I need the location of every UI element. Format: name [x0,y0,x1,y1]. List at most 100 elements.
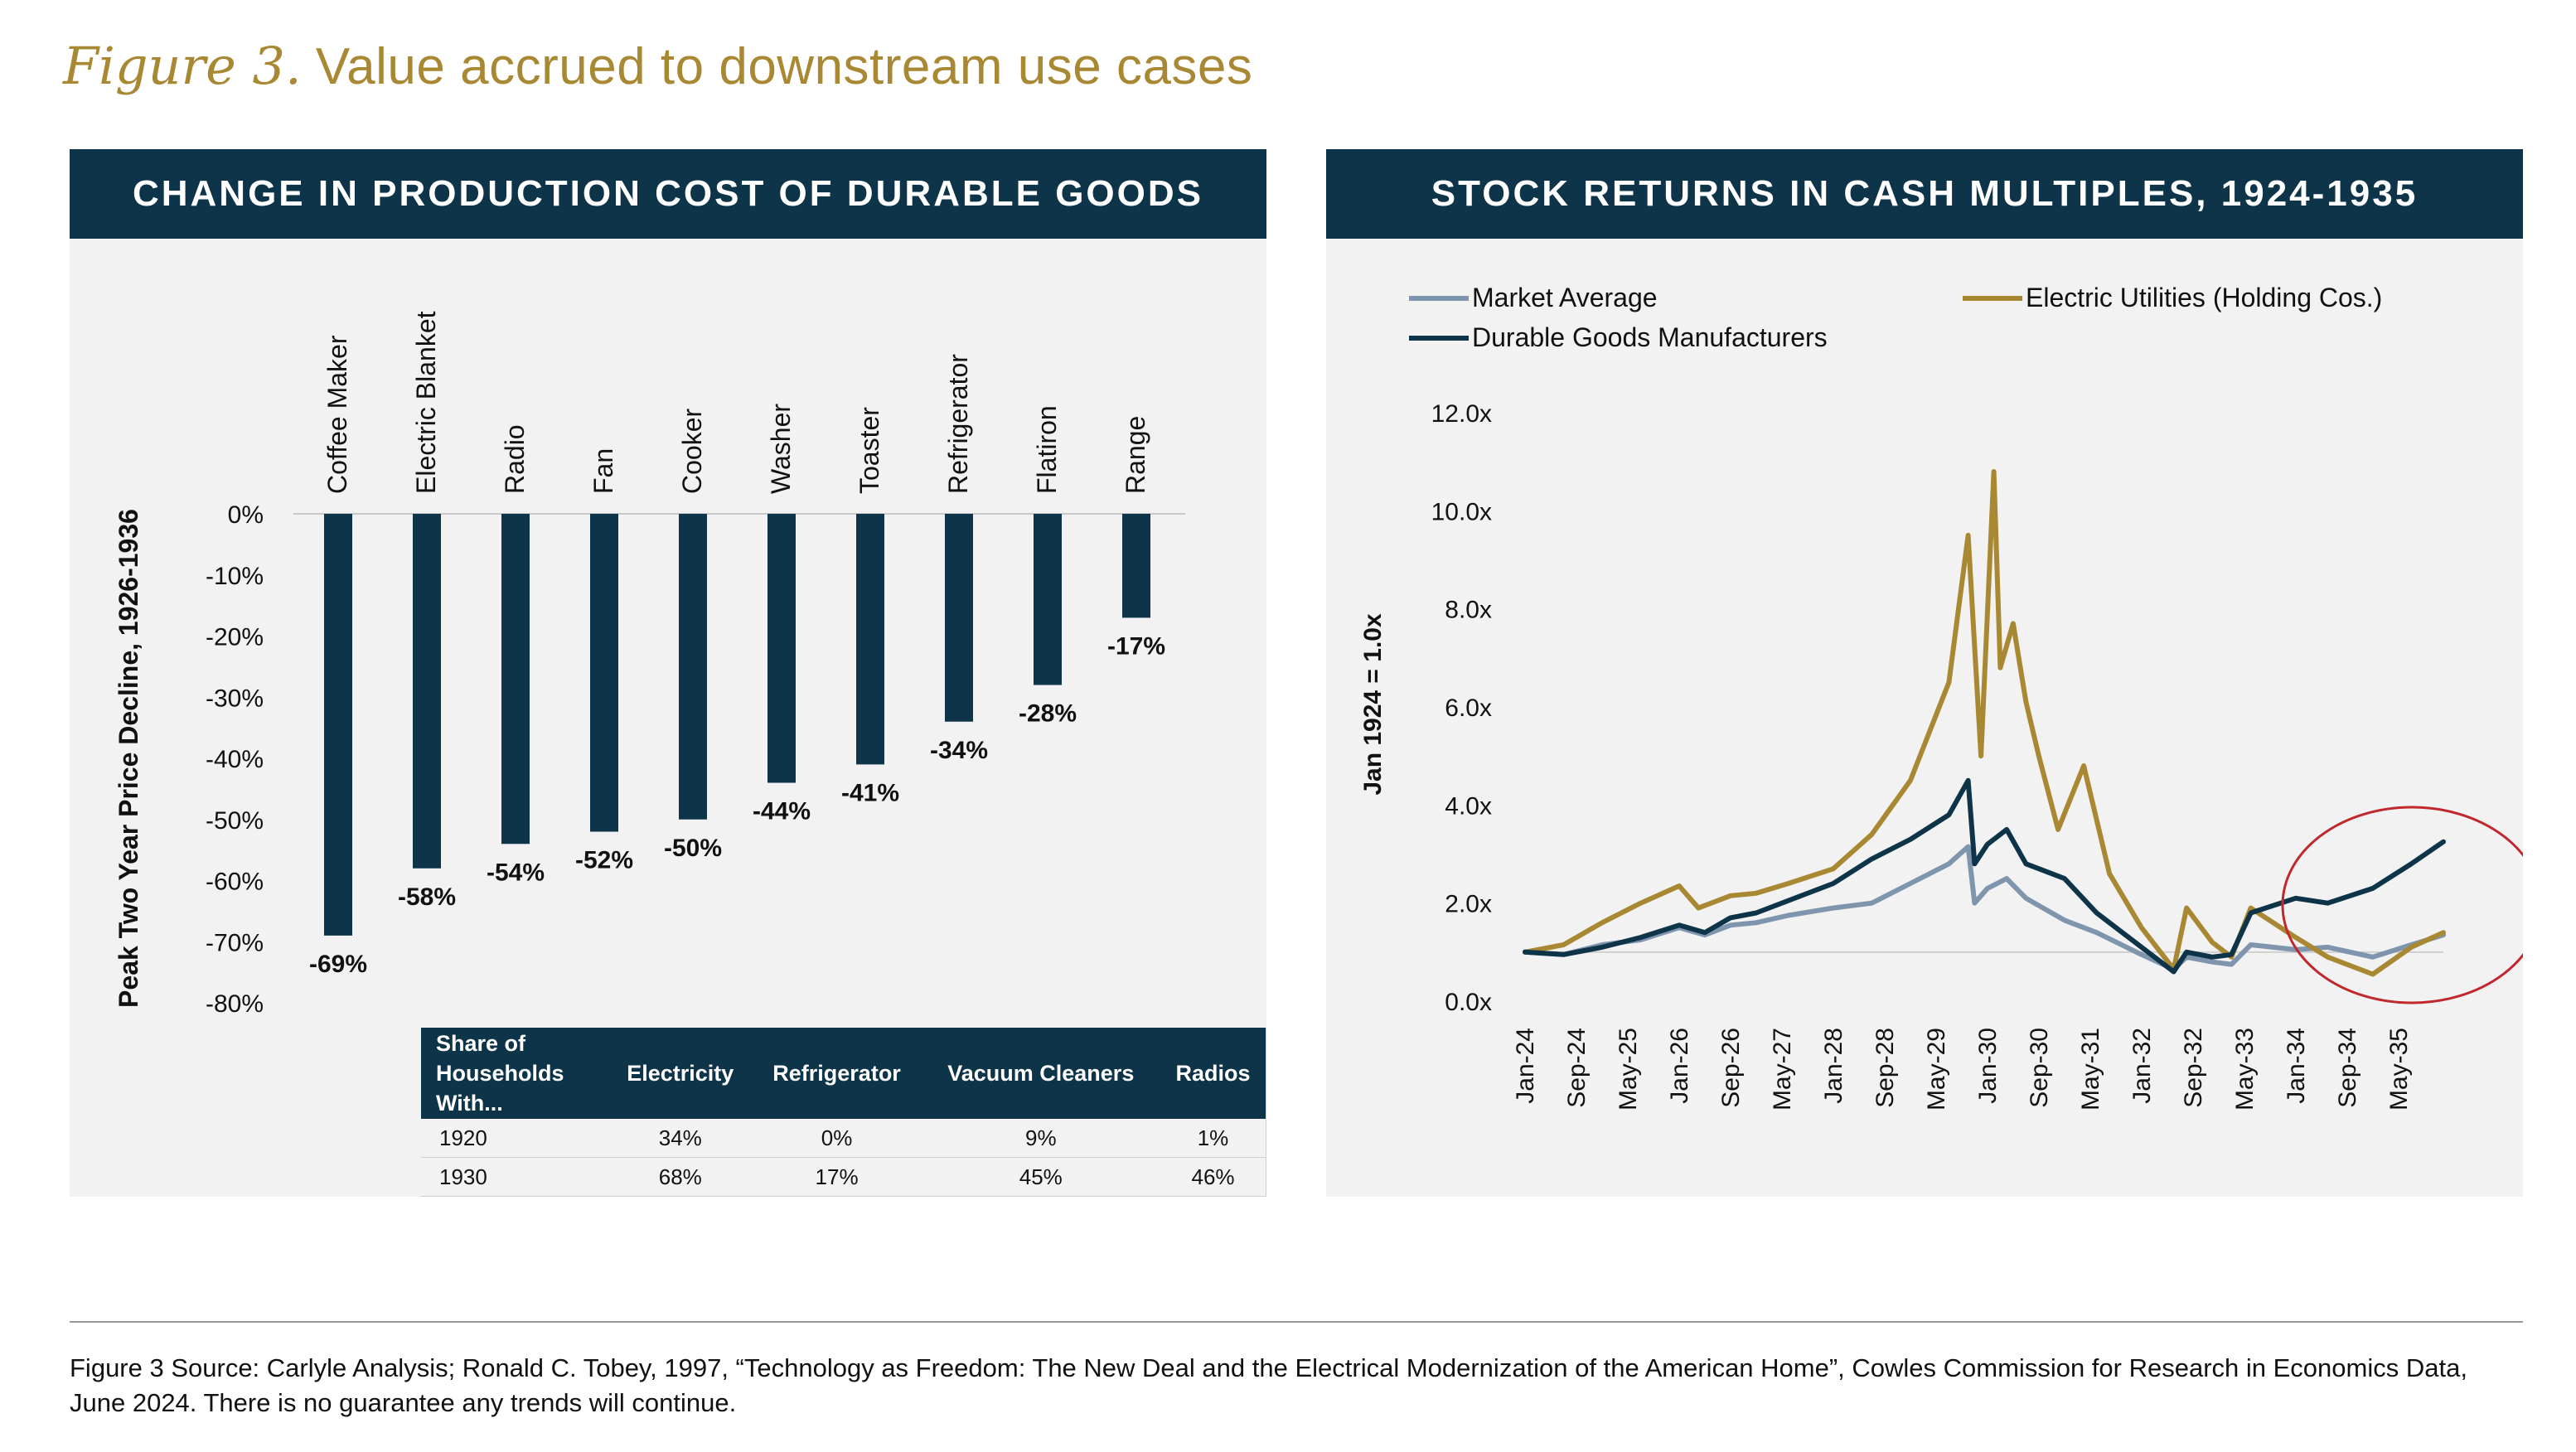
x-tick-label: May-25 [1615,1028,1642,1111]
table-cell: 0% [752,1119,922,1158]
y-tick-label: 12.0x [1431,400,1492,428]
source-note: Figure 3 Source: Carlyle Analysis; Ronal… [70,1353,2467,1417]
table-cell: 1930 [421,1157,608,1197]
x-tick-label: Sep-26 [1717,1028,1745,1108]
x-tick-label: Sep-28 [1871,1028,1899,1108]
x-tick-label: May-27 [1769,1028,1796,1111]
x-tick-label: Sep-32 [2180,1028,2207,1108]
y-axis-title: Peak Two Year Price Decline, 1926-1936 [114,509,143,1008]
y-tick-label: 6.0x [1445,695,1492,722]
bar [767,514,796,783]
data-label: -54% [487,859,545,886]
bar [413,514,441,869]
table-cell: 1920 [421,1119,608,1158]
y-tick-label: 0% [228,501,264,529]
x-tick-label: Sep-34 [2334,1028,2361,1108]
category-label: Flatiron [1032,405,1062,494]
table-header-cell: Electricity [608,1028,753,1119]
category-label: Cooker [677,409,707,495]
x-tick-label: Sep-30 [2026,1028,2053,1108]
category-label: Electric Blanket [411,311,441,494]
category-label: Radio [500,424,530,494]
y-tick-label: -70% [206,929,264,956]
x-tick-label: Sep-24 [1563,1028,1591,1108]
y-tick-label: 10.0x [1431,498,1492,525]
footer-divider [70,1321,2523,1323]
y-tick-label: -80% [206,990,264,1018]
bar [856,514,884,765]
table-cell: 68% [608,1157,753,1197]
table-header-cell: Share of Households With... [421,1028,608,1119]
data-label: -69% [309,951,367,978]
bar [1122,514,1150,618]
highlight-circle [2281,806,2523,1004]
table-cell: 46% [1160,1157,1267,1197]
x-tick-label: Jan-32 [2128,1028,2156,1104]
table-cell: 1% [1160,1119,1267,1158]
stock-returns-header: STOCK RETURNS IN CASH MULTIPLES, 1924-19… [1326,149,2523,239]
bar [945,514,973,722]
table-header-row: Share of Households With... Electricity … [421,1028,1267,1119]
x-tick-label: May-35 [2385,1028,2413,1111]
legend-label: Durable Goods Manufacturers [1472,322,1828,352]
category-label: Fan [588,448,618,494]
y-tick-label: -60% [206,869,264,896]
category-label: Toaster [855,407,884,494]
production-cost-panel: CHANGE IN PRODUCTION COST OF DURABLE GOO… [70,149,1267,1197]
series-line [1523,844,2446,972]
data-label: -17% [1107,632,1165,660]
bar [1034,514,1062,685]
y-tick-label: -50% [206,807,264,835]
table-header-cell: Radios [1160,1028,1267,1119]
category-label: Refrigerator [943,354,973,494]
category-label: Coffee Maker [322,335,352,494]
y-tick-label: -30% [206,685,264,712]
y-tick-label: 0.0x [1445,989,1492,1016]
category-label: Washer [766,404,796,494]
y-axis-title: Jan 1924 = 1.0x [1359,613,1387,796]
table-cell: 9% [921,1119,1161,1158]
table-cell: 34% [608,1119,753,1158]
x-tick-label: Jan-26 [1666,1028,1693,1104]
y-tick-label: 2.0x [1445,891,1492,918]
y-tick-label: 8.0x [1445,597,1492,624]
table-row: 1920 34% 0% 9% 1% [421,1119,1267,1158]
data-label: -50% [664,835,722,862]
y-tick-label: 4.0x [1445,792,1492,820]
y-tick-label: -20% [206,624,264,651]
x-tick-label: Jan-24 [1512,1028,1539,1104]
table-header-cell: Vacuum Cleaners [921,1028,1161,1119]
table-row: 1930 68% 17% 45% 46% [421,1157,1267,1197]
household-share-table: Share of Households With... Electricity … [421,1028,1267,1197]
table-header-cell: Refrigerator [752,1028,922,1119]
figure-main-title: Value accrued to downstream use cases [315,38,1253,95]
data-label: -52% [575,847,633,874]
production-cost-bar-chart: Peak Two Year Price Decline, 1926-1936 0%… [114,311,1185,1018]
data-label: -34% [930,737,988,764]
figure-title: Figure 3. Value accrued to downstream us… [63,33,1252,99]
data-label: -58% [398,883,456,911]
series-line [1523,777,2446,975]
production-cost-header: CHANGE IN PRODUCTION COST OF DURABLE GOO… [70,149,1266,239]
table-cell: 17% [752,1157,922,1197]
figure-label: Figure 3. [63,36,302,96]
bar [679,514,707,820]
y-tick-label: -10% [206,563,264,590]
data-label: -28% [1019,700,1077,728]
legend-label: Market Average [1472,283,1658,312]
stock-returns-panel: STOCK RETURNS IN CASH MULTIPLES, 1924-19… [1326,149,2523,1197]
bar [501,514,530,845]
data-label: -41% [841,779,899,806]
table-cell: 45% [921,1157,1161,1197]
x-tick-label: Jan-28 [1820,1028,1847,1104]
x-tick-label: Jan-30 [1974,1028,2002,1104]
x-tick-label: May-33 [2231,1028,2259,1111]
bar [590,514,618,832]
x-tick-label: May-29 [1923,1028,1950,1111]
data-label: -44% [753,798,811,825]
category-label: Range [1121,416,1150,494]
x-tick-label: May-31 [2077,1028,2104,1111]
x-tick-label: Jan-34 [2283,1028,2310,1104]
legend-label: Electric Utilities (Holding Cos.) [2026,283,2382,312]
stock-returns-line-chart: Market Average Durable Goods Manufacturer… [1359,283,2523,1111]
